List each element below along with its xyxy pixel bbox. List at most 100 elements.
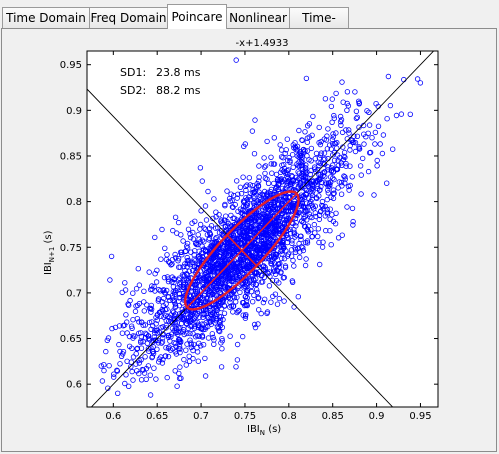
data-point bbox=[246, 175, 252, 181]
data-point bbox=[261, 211, 267, 218]
data-point bbox=[192, 218, 198, 224]
data-point bbox=[172, 214, 179, 220]
data-point bbox=[279, 200, 286, 207]
data-point bbox=[273, 171, 280, 178]
data-point bbox=[234, 357, 241, 363]
data-point bbox=[154, 346, 160, 352]
y-tick-label: 0.7 bbox=[66, 288, 82, 299]
data-point bbox=[241, 199, 247, 206]
data-point bbox=[126, 343, 133, 349]
data-point bbox=[239, 333, 246, 340]
data-point bbox=[327, 216, 333, 222]
tab-freq-domain[interactable]: Freq Domain bbox=[89, 7, 168, 28]
data-point bbox=[261, 164, 268, 170]
data-point bbox=[313, 213, 319, 220]
data-point bbox=[181, 315, 187, 321]
data-point bbox=[303, 192, 309, 198]
data-point bbox=[354, 133, 361, 139]
data-point bbox=[201, 267, 208, 274]
data-point bbox=[160, 288, 166, 294]
data-point bbox=[262, 175, 269, 181]
data-point bbox=[226, 277, 233, 283]
data-point bbox=[300, 219, 307, 226]
data-point bbox=[228, 303, 235, 309]
data-point bbox=[337, 118, 344, 125]
data-point bbox=[353, 108, 360, 114]
data-point bbox=[251, 270, 258, 276]
data-point bbox=[325, 183, 331, 190]
data-point bbox=[211, 196, 217, 202]
data-point bbox=[140, 367, 146, 373]
data-point bbox=[296, 240, 302, 247]
data-point bbox=[141, 288, 147, 294]
data-point bbox=[229, 204, 236, 210]
data-point bbox=[279, 248, 285, 254]
data-point bbox=[117, 361, 123, 367]
data-point bbox=[372, 141, 378, 147]
sd1-axis bbox=[226, 234, 258, 267]
data-point bbox=[138, 339, 144, 346]
data-point bbox=[239, 256, 245, 263]
data-point bbox=[112, 324, 119, 331]
data-point bbox=[273, 227, 279, 233]
tab-poincare[interactable]: Poincare bbox=[167, 4, 227, 29]
data-point bbox=[230, 309, 236, 315]
data-point bbox=[290, 257, 296, 264]
data-point bbox=[372, 129, 379, 136]
data-point bbox=[237, 184, 244, 190]
data-point bbox=[256, 295, 262, 301]
data-point bbox=[367, 150, 373, 156]
data-point bbox=[163, 325, 169, 331]
data-point bbox=[263, 245, 269, 252]
data-point bbox=[130, 290, 136, 296]
data-point bbox=[171, 313, 178, 319]
data-point bbox=[188, 344, 194, 350]
data-point bbox=[284, 136, 290, 142]
data-point bbox=[295, 294, 301, 300]
data-point bbox=[321, 150, 328, 156]
data-point bbox=[200, 342, 207, 348]
data-point bbox=[154, 317, 160, 323]
data-point bbox=[199, 334, 206, 340]
data-point bbox=[129, 325, 135, 331]
data-point bbox=[194, 289, 200, 295]
data-point bbox=[111, 371, 117, 377]
data-point bbox=[261, 237, 267, 243]
data-point bbox=[159, 308, 166, 314]
data-point bbox=[349, 205, 356, 212]
data-point bbox=[121, 322, 128, 328]
data-point bbox=[356, 146, 363, 152]
data-point bbox=[331, 115, 337, 121]
data-point bbox=[272, 271, 279, 277]
data-point bbox=[152, 288, 158, 294]
data-point bbox=[130, 317, 136, 323]
data-point bbox=[277, 196, 283, 202]
data-point bbox=[156, 309, 163, 316]
data-point bbox=[160, 295, 167, 302]
y-tick-label: 0.65 bbox=[60, 334, 82, 345]
data-point bbox=[332, 220, 339, 227]
data-point bbox=[114, 367, 120, 373]
data-point bbox=[269, 232, 275, 238]
data-point bbox=[218, 364, 225, 370]
data-point bbox=[231, 215, 238, 221]
y-axis-ticks: 0.6 0.65 0.7 0.75 0.8 0.85 0.9 0.95 bbox=[60, 60, 438, 391]
data-point bbox=[175, 219, 182, 226]
tab-time-domain[interactable]: Time Domain bbox=[2, 7, 90, 28]
data-point bbox=[207, 267, 213, 273]
data-point bbox=[366, 122, 373, 128]
data-point bbox=[384, 180, 390, 186]
data-point bbox=[106, 363, 112, 369]
data-point bbox=[308, 226, 314, 233]
data-point bbox=[177, 281, 183, 287]
data-point bbox=[230, 303, 237, 309]
data-point bbox=[289, 202, 295, 208]
data-point bbox=[330, 152, 336, 158]
data-point bbox=[260, 299, 267, 306]
data-point bbox=[294, 143, 301, 150]
data-point bbox=[194, 319, 200, 325]
data-point bbox=[280, 193, 287, 200]
data-point bbox=[307, 171, 314, 177]
data-point bbox=[317, 261, 323, 268]
data-point bbox=[210, 215, 216, 222]
